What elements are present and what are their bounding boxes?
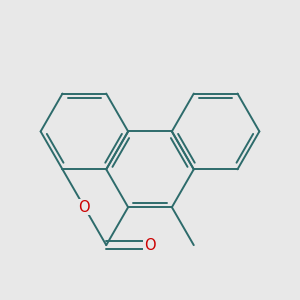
Text: O: O <box>79 200 90 215</box>
Text: O: O <box>144 238 156 253</box>
